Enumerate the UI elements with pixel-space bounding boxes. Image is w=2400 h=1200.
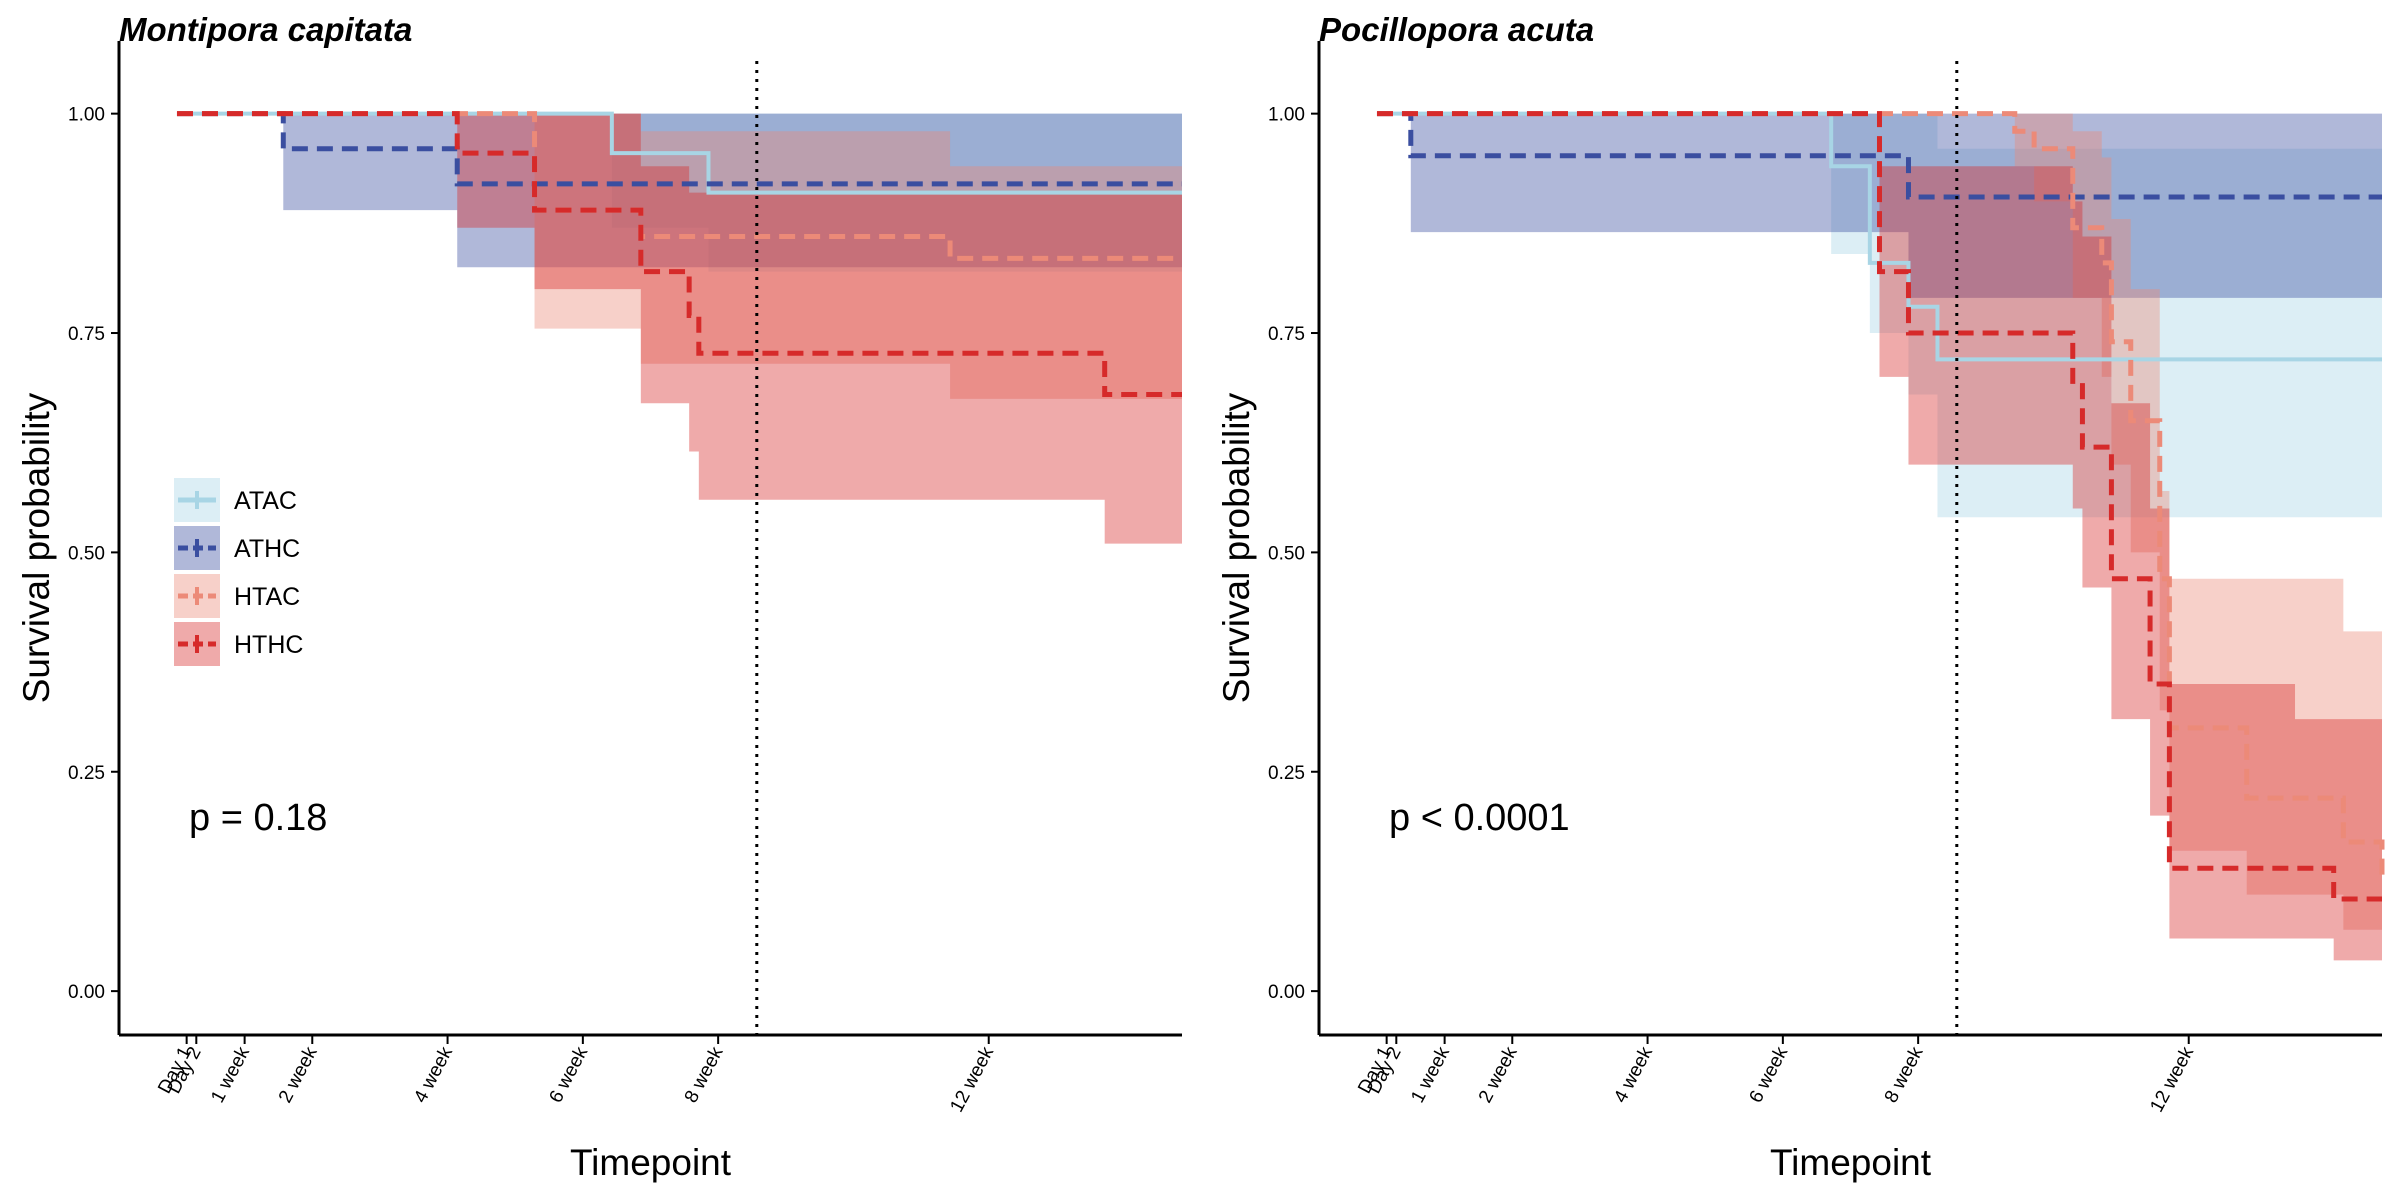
panel-title: Montipora capitata	[119, 11, 412, 48]
y-tick-label: 0.50	[68, 543, 105, 564]
y-tick-label: 0.25	[1268, 763, 1305, 784]
x-axis-title: Timepoint	[570, 1142, 732, 1183]
ci-ribbon	[176, 113, 1182, 544]
legend-label: ATHC	[234, 535, 300, 563]
ci-ribbon	[176, 113, 1182, 272]
panel-title: Pocillopora acuta	[1319, 11, 1594, 48]
y-tick-label: 0.50	[1268, 543, 1305, 564]
survival-line	[176, 111, 1182, 397]
panel: Pocillopora acuta0.000.250.500.751.00Day…	[1216, 11, 2385, 1183]
y-axis-title: Survival probability	[1216, 392, 1257, 703]
annotation: p < 0.0001	[1389, 797, 1570, 839]
y-axis-title: Survival probability	[16, 392, 57, 703]
y-tick-label: 1.00	[1268, 105, 1305, 126]
x-tick-label: 6 week	[1745, 1043, 1792, 1106]
legend-label: ATAC	[234, 487, 297, 515]
annotation: p = 0.18	[189, 797, 327, 839]
x-tick-label: 2 week	[275, 1043, 322, 1106]
legend-label: HTAC	[234, 583, 300, 611]
x-tick-label: 1 week	[207, 1043, 254, 1106]
ci-ribbon	[1376, 113, 2382, 948]
survival-line	[176, 111, 1182, 261]
y-tick-label: 0.00	[1268, 982, 1305, 1003]
x-tick-label: 6 week	[545, 1043, 592, 1106]
y-tick-label: 0.25	[68, 763, 105, 784]
y-tick-label: 0.75	[68, 324, 105, 345]
survival-line	[1376, 111, 2382, 902]
ci-ribbon	[1376, 113, 2382, 961]
survival-line	[1376, 111, 2385, 878]
x-tick-label: 8 week	[1881, 1043, 1928, 1106]
ci-ribbon	[176, 113, 1182, 399]
x-tick-label: 12 week	[946, 1043, 998, 1116]
x-tick-label: 4 week	[1610, 1043, 1657, 1106]
y-tick-label: 0.75	[1268, 324, 1305, 345]
x-tick-label: 12 week	[2146, 1043, 2198, 1116]
y-tick-label: 0.00	[68, 982, 105, 1003]
x-tick-label: 2 week	[1475, 1043, 1522, 1106]
x-axis-title: Timepoint	[1770, 1142, 1932, 1183]
ci-ribbon	[1376, 113, 2382, 298]
ci-ribbon	[176, 113, 1182, 268]
survival-line	[176, 111, 1182, 195]
x-tick-label: 8 week	[681, 1043, 728, 1106]
x-tick-label: 1 week	[1407, 1043, 1454, 1106]
y-tick-label: 1.00	[68, 105, 105, 126]
panel: Montipora capitata0.000.250.500.751.00Da…	[16, 11, 1182, 1183]
legend-label: HTHC	[234, 631, 303, 659]
x-tick-label: 4 week	[410, 1043, 457, 1106]
